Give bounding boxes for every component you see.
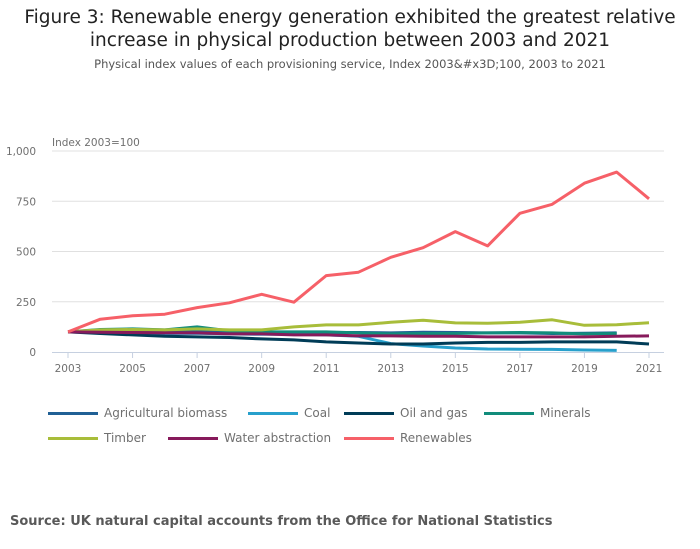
y-tick-label: 0 (29, 347, 36, 359)
legend-label: Water abstraction (224, 431, 332, 445)
legend-swatch (48, 436, 98, 440)
y-axis-label: Index 2003=100 (52, 137, 140, 149)
y-tick-label: 250 (16, 297, 36, 309)
legend-label: Timber (104, 431, 146, 445)
series-line-renewables (67, 170, 650, 334)
legend-item[interactable]: Agricultural biomass (48, 406, 227, 420)
chart-title: Figure 3: Renewable energy generation ex… (24, 7, 676, 51)
legend-label: Oil and gas (400, 406, 468, 420)
x-tick-label: 2005 (119, 363, 146, 375)
series-line-water-abstraction (67, 330, 650, 339)
y-tick-label: 750 (16, 196, 36, 208)
legend-swatch (484, 411, 534, 415)
legend-label: Minerals (540, 406, 591, 420)
x-tick-label: 2003 (55, 363, 82, 375)
x-tick-label: 2021 (636, 363, 663, 375)
legend-label: Renewables (400, 431, 472, 445)
legend-item[interactable]: Oil and gas (344, 406, 468, 420)
x-tick-label: 2009 (248, 363, 275, 375)
series-line-oil-and-gas (67, 330, 650, 346)
legend-item[interactable]: Renewables (344, 431, 472, 445)
legend-item[interactable]: Water abstraction (168, 431, 331, 445)
legend-item[interactable]: Coal (248, 406, 330, 420)
x-tick-label: 2013 (377, 363, 404, 375)
legend-label: Coal (304, 406, 331, 420)
legend-swatch (168, 436, 218, 440)
legend-item[interactable]: Timber (48, 431, 146, 445)
x-tick-label: 2019 (571, 363, 598, 375)
legend-item[interactable]: Minerals (484, 406, 591, 420)
x-tick-label: 2011 (313, 363, 340, 375)
legend-swatch (248, 411, 298, 415)
legend-swatch (344, 436, 394, 440)
series-line-timber (67, 318, 650, 334)
y-tick-label: 1,000 (6, 146, 36, 158)
y-tick-label: 500 (16, 247, 36, 259)
x-tick-label: 2017 (507, 363, 534, 375)
x-tick-label: 2015 (442, 363, 469, 375)
legend-swatch (344, 411, 394, 415)
legend-swatch (48, 411, 98, 415)
source-note: Source: UK natural capital accounts from… (10, 514, 553, 529)
x-tick-label: 2007 (184, 363, 211, 375)
legend-label: Agricultural biomass (104, 406, 228, 420)
chart-subtitle: Physical index values of each provisioni… (94, 57, 606, 71)
